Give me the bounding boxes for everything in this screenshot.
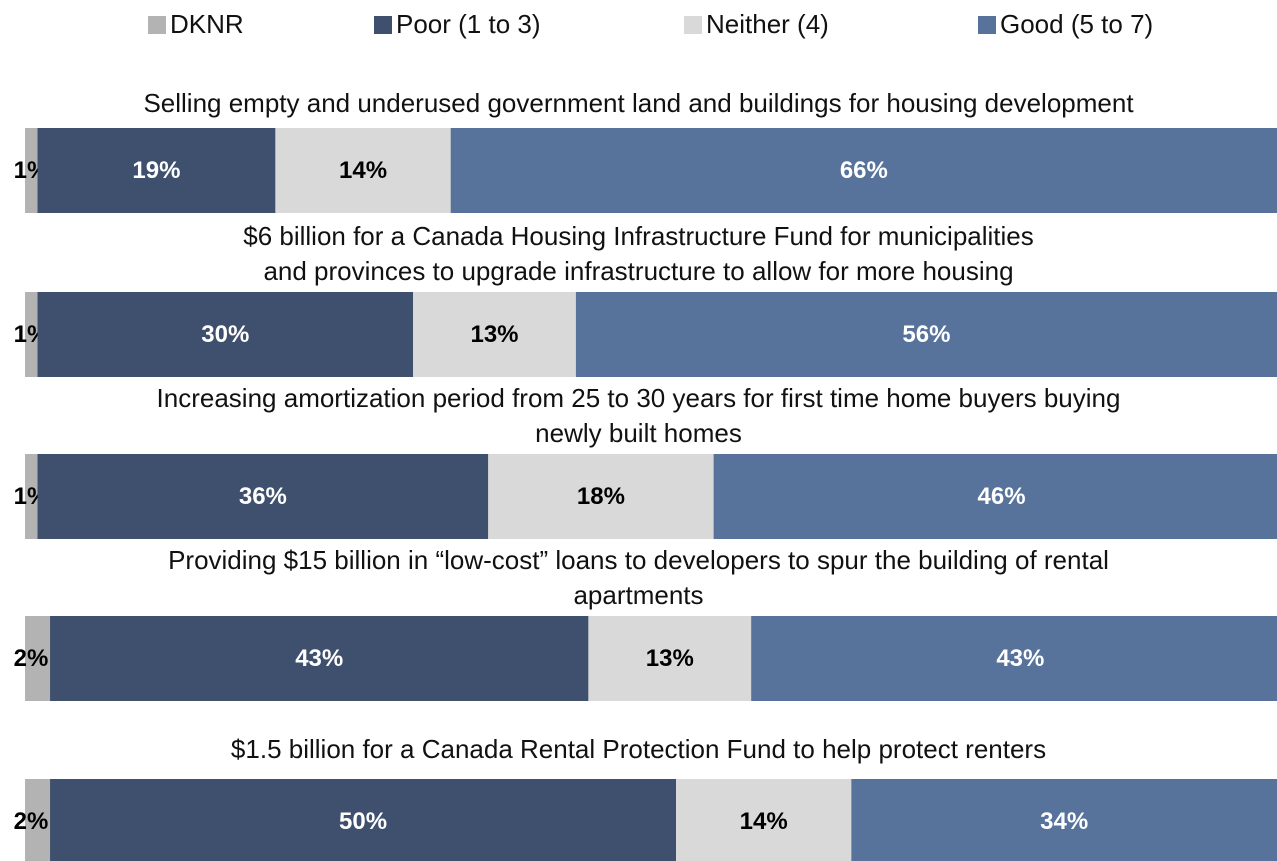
bar-segment — [713, 454, 1277, 539]
bar-segment — [37, 454, 489, 539]
value-label: 43% — [996, 645, 1044, 672]
bar-segment — [851, 779, 1277, 861]
bar-segment — [25, 454, 38, 539]
value-label: 13% — [470, 321, 518, 348]
legend-label: DKNR — [170, 9, 244, 39]
bar-segment — [275, 128, 451, 213]
value-label: 13% — [646, 645, 694, 672]
bar-segment — [450, 128, 1277, 213]
legend-swatch — [684, 16, 702, 34]
bar-segment — [751, 616, 1277, 701]
legend-swatch — [148, 16, 166, 34]
bar-segment — [37, 292, 414, 377]
value-label: 30% — [201, 321, 249, 348]
category-label: $1.5 billion for a Canada Rental Protect… — [230, 734, 1047, 764]
value-label: 14% — [740, 808, 788, 835]
legend-label: Neither (4) — [706, 9, 829, 39]
bar-segment — [413, 292, 576, 377]
value-label: 2% — [14, 808, 49, 835]
category-label: Providing $15 billion in “low-cost” loan… — [168, 545, 1109, 610]
value-label: 19% — [132, 157, 180, 184]
legend-label: Poor (1 to 3) — [396, 9, 541, 39]
bar-segment — [37, 128, 276, 213]
value-label: 56% — [902, 321, 950, 348]
bar-segment — [50, 616, 589, 701]
bar-segment — [588, 616, 752, 701]
bar-segment — [25, 128, 38, 213]
value-label: 18% — [577, 483, 625, 510]
category-label: $6 billion for a Canada Housing Infrastr… — [243, 221, 1034, 286]
category-label: Selling empty and underused government l… — [143, 88, 1134, 118]
value-label: 66% — [840, 157, 888, 184]
value-label: 50% — [339, 808, 387, 835]
bar-segment — [575, 292, 1277, 377]
legend-swatch — [374, 16, 392, 34]
value-label: 46% — [978, 483, 1026, 510]
value-label: 2% — [14, 645, 49, 672]
value-label: 14% — [339, 157, 387, 184]
bar-segment — [25, 779, 51, 861]
value-label: 36% — [239, 483, 287, 510]
bar-segment — [25, 616, 51, 701]
bar-segment — [676, 779, 852, 861]
bar-segment — [25, 292, 38, 377]
legend-swatch — [978, 16, 996, 34]
bar-segment — [488, 454, 714, 539]
bar-segment — [50, 779, 677, 861]
value-label: 43% — [295, 645, 343, 672]
value-label: 34% — [1040, 808, 1088, 835]
legend-label: Good (5 to 7) — [1000, 9, 1153, 39]
category-label: Increasing amortization period from 25 t… — [156, 383, 1121, 448]
